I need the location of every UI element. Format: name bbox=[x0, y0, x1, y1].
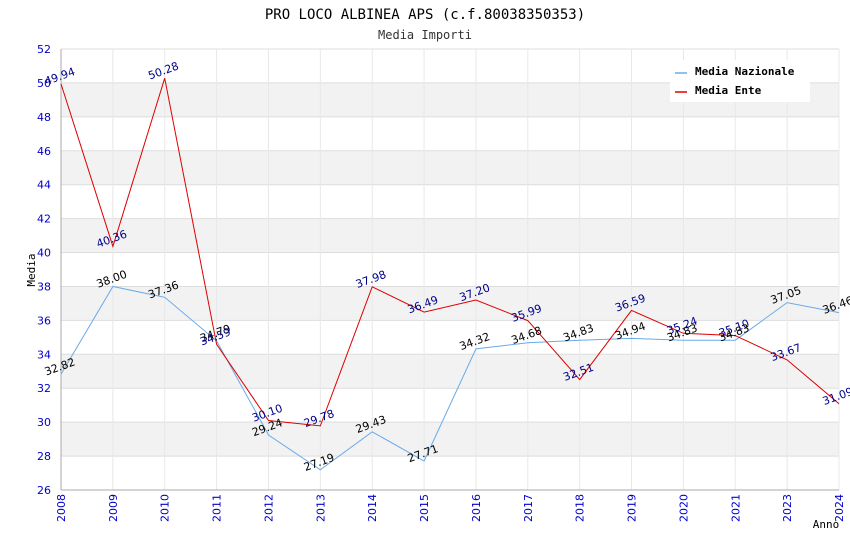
data-label-nazionale: 34.83 bbox=[561, 321, 595, 344]
chart-subtitle: Media Importi bbox=[378, 28, 472, 42]
legend-label-nazionale: Media Nazionale bbox=[695, 65, 795, 78]
x-tick-label: 2015 bbox=[418, 494, 431, 522]
x-tick-label: 2017 bbox=[522, 494, 535, 522]
grid-bands bbox=[61, 82, 839, 457]
y-tick-label: 26 bbox=[37, 484, 51, 497]
x-tick-label: 2014 bbox=[366, 494, 379, 522]
x-ticks: 2008 2009 2010 2011 2012 2013 2014 2015 2016 2017… bbox=[55, 494, 846, 522]
y-tick-label: 38 bbox=[37, 280, 51, 293]
x-axis-label: Anno bbox=[813, 518, 840, 531]
data-label-ente: 50.28 bbox=[146, 59, 180, 82]
x-tick-label: 2011 bbox=[211, 494, 224, 522]
y-tick-label: 34 bbox=[37, 348, 51, 361]
x-tick-label: 2024 bbox=[833, 494, 846, 522]
y-tick-label: 50 bbox=[37, 77, 51, 90]
y-tick-label: 30 bbox=[37, 416, 51, 429]
x-tick-label: 2008 bbox=[55, 494, 68, 522]
y-tick-label: 52 bbox=[37, 43, 51, 56]
y-tick-label: 44 bbox=[37, 179, 51, 192]
y-axis-label: Media bbox=[25, 253, 38, 286]
x-tick-label: 2012 bbox=[262, 494, 275, 522]
x-tick-label: 2023 bbox=[781, 494, 794, 522]
x-tick-label: 2016 bbox=[470, 494, 483, 522]
x-tick-label: 2009 bbox=[107, 494, 120, 522]
grid-band bbox=[61, 354, 839, 389]
x-tick-label: 2013 bbox=[314, 494, 327, 522]
grid-band bbox=[61, 150, 839, 185]
y-tick-label: 36 bbox=[37, 314, 51, 327]
x-tick-label: 2019 bbox=[626, 494, 639, 522]
data-label-nazionale: 34.32 bbox=[458, 330, 492, 353]
axes bbox=[60, 49, 839, 491]
series-lines bbox=[60, 78, 840, 471]
grid-band bbox=[61, 286, 839, 321]
y-ticks: 26 28 30 32 34 36 38 40 42 44 46 48 50 52 bbox=[37, 43, 51, 497]
y-tick-label: 40 bbox=[37, 247, 51, 260]
chart-title: PRO LOCO ALBINEA APS (c.f.80038350353) bbox=[265, 7, 585, 23]
x-tick-label: 2021 bbox=[729, 494, 742, 522]
y-tick-label: 28 bbox=[37, 450, 51, 463]
x-tick-label: 2020 bbox=[677, 494, 690, 522]
series-line-ente bbox=[60, 78, 840, 427]
y-tick-label: 42 bbox=[37, 213, 51, 226]
legend: Media Nazionale Media Ente bbox=[670, 60, 810, 102]
y-tick-label: 46 bbox=[37, 145, 51, 158]
y-tick-label: 48 bbox=[37, 111, 51, 124]
legend-box bbox=[670, 60, 810, 102]
grid-band bbox=[61, 422, 839, 457]
x-tick-label: 2010 bbox=[159, 494, 172, 522]
data-label-nazionale: 34.68 bbox=[510, 324, 544, 347]
y-tick-label: 32 bbox=[37, 382, 51, 395]
series-line-nazionale bbox=[60, 285, 840, 471]
legend-label-ente: Media Ente bbox=[695, 84, 762, 97]
x-tick-label: 2018 bbox=[574, 494, 587, 522]
gridlines bbox=[60, 48, 840, 491]
grid-band bbox=[61, 218, 839, 253]
